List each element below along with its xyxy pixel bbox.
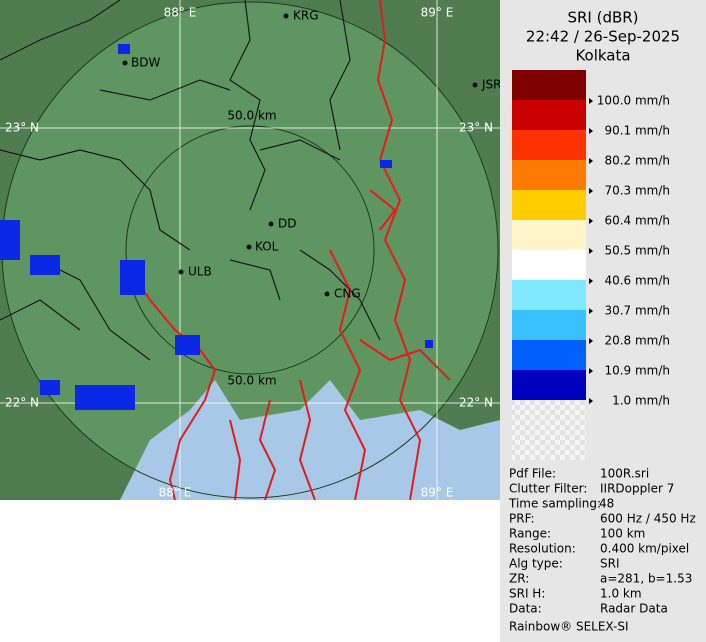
info-value: 0.400 km/pixel [600,542,689,556]
grid-label: 22° N [459,396,493,410]
info-value: SRI [600,557,620,571]
info-key: Pdf File: [509,467,556,481]
info-value: a=281, b=1.53 [600,572,692,586]
info-value: 48 [599,497,614,511]
info-key: Alg type: [509,557,563,571]
legend-tick [589,338,593,344]
info-value: 1.0 km [600,587,642,601]
legend-label: 80.2 mm/h [604,154,670,168]
legend-label: 30.7 mm/h [604,304,670,318]
color-swatch [512,70,586,100]
info-value: Radar Data [600,602,668,616]
info-value: 100R.sri [600,467,649,481]
info-key: Resolution: [509,542,576,556]
legend-label: 40.6 mm/h [604,274,670,288]
info-key: Time sampling: [508,497,601,511]
grid-label: 89° E [421,6,454,20]
city-label: ULB [188,265,212,279]
legend-site: Kolkata [575,47,630,65]
grid-label: 22° N [5,396,39,410]
legend-tick [589,188,593,194]
legend-label: 60.4 mm/h [604,214,670,228]
color-swatch [512,190,586,220]
color-swatch [512,160,586,190]
legend-label: 50.5 mm/h [604,244,670,258]
grid-label: 89° E [421,486,454,500]
legend-tick [589,398,593,404]
legend-datetime: 22:42 / 26-Sep-2025 [526,28,680,46]
legend-title: SRI (dBR) [567,9,638,27]
legend-label: 10.9 mm/h [604,364,670,378]
city-label: BDW [131,56,160,70]
info-key: PRF: [509,512,535,526]
city-label: DD [278,217,296,231]
info-key: Clutter Filter: [509,482,587,496]
city-label: KRG [293,9,319,23]
city-label: CNG [334,287,361,301]
legend-label: 70.3 mm/h [604,184,670,198]
info-key: ZR: [509,572,529,586]
no-data-swatch [512,400,586,460]
color-swatch [512,100,586,130]
grid-label: 88° E [164,6,197,20]
color-swatch [512,370,586,400]
color-swatch [512,220,586,250]
color-swatch [512,280,586,310]
legend-tick [589,368,593,374]
info-key: Data: [509,602,542,616]
info-value: IIRDoppler 7 [600,482,674,496]
legend-label: 100.0 mm/h [597,94,670,108]
legend-tick [589,248,593,254]
grid-label: 88° E [159,486,192,500]
legend-tick [589,128,593,134]
legend-tick [589,278,593,284]
grid-label: 23° N [459,121,493,135]
color-swatch [512,130,586,160]
footer: Rainbow® SELEX-SI [509,620,629,634]
legend-tick [589,98,593,104]
range-ring-label: 50.0 km [227,374,276,388]
radar-map: KRG BDW JSR DD KOL ULB CNG 50.0 km 50.0 km 88° E 8… [0,0,502,500]
info-key: Range: [509,527,551,541]
legend-label: 90.1 mm/h [604,124,670,138]
legend-tick [589,218,593,224]
color-swatch [512,310,586,340]
color-swatch [512,340,586,370]
legend-tick [589,158,593,164]
range-ring-label: 50.0 km [227,109,276,123]
legend-label: 20.8 mm/h [604,334,670,348]
info-key: SRI H: [509,587,545,601]
grid-label: 23° N [5,121,39,135]
legend-label: 1.0 mm/h [612,394,670,408]
legend-tick [589,308,593,314]
info-value: 100 km [600,527,645,541]
city-label: KOL [255,240,279,254]
city-label: JSR [481,78,502,92]
info-value: 600 Hz / 450 Hz [600,512,696,526]
color-swatch [512,250,586,280]
